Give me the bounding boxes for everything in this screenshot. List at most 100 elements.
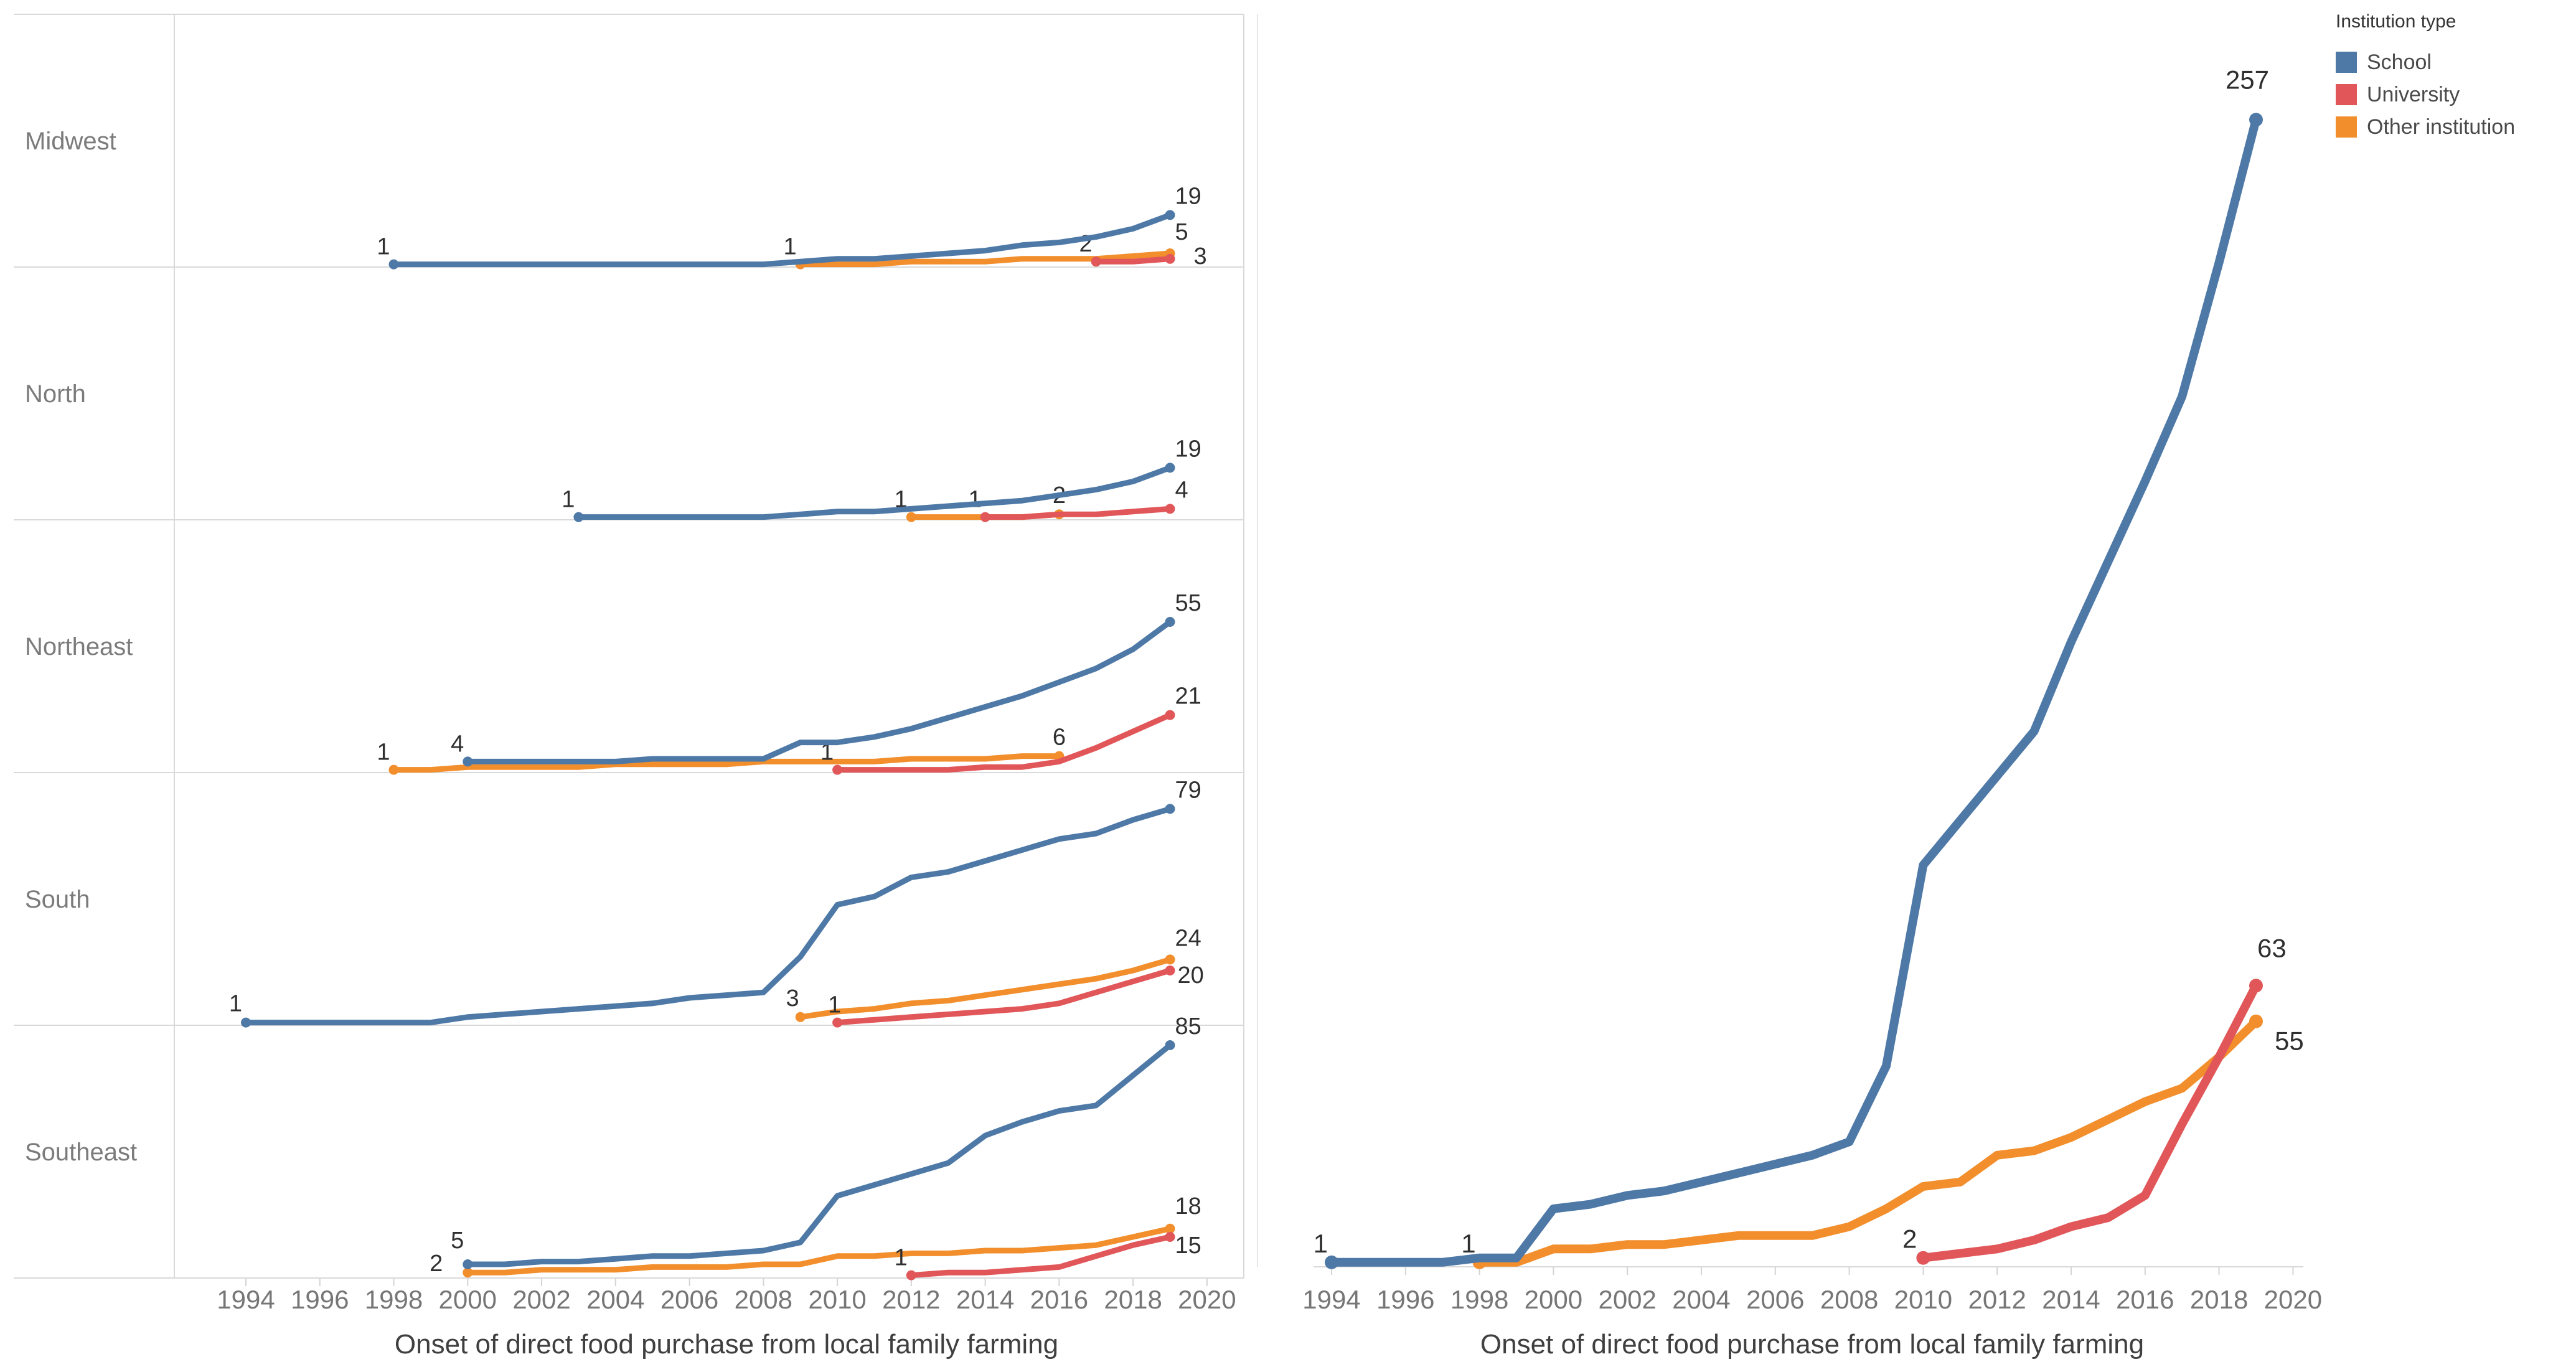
legend-item-label: Other institution [2367, 115, 2516, 139]
left-axis-title: Onset of direct food purchase from local… [395, 1329, 1058, 1360]
northeast-university-start-dot[interactable] [832, 764, 843, 775]
northeast-other-institution-line[interactable] [391, 753, 1062, 773]
southeast-other-institution-start-dot[interactable] [463, 1267, 473, 1278]
legend-item-university[interactable]: University [2336, 78, 2515, 111]
southeast-university-start-dot[interactable] [906, 1270, 916, 1280]
value-label: 1 [895, 487, 908, 513]
value-label: 1 [895, 1245, 908, 1271]
x-tick-label: 1996 [291, 1285, 349, 1314]
midwest-other-institution-line[interactable] [797, 250, 1173, 268]
legend-item-school[interactable]: School [2336, 46, 2515, 78]
south-university-end-dot[interactable] [1165, 966, 1175, 975]
southeast-other-institution-line[interactable] [464, 1226, 1173, 1276]
value-label: 21 [1175, 684, 1201, 710]
northeast-university-line[interactable] [834, 712, 1173, 773]
x-tick-label: 2006 [1746, 1285, 1804, 1314]
value-label: 55 [1175, 590, 1201, 616]
north-university-line[interactable] [982, 505, 1173, 520]
total-other-institution-end-dot[interactable] [2249, 1014, 2263, 1028]
x-tick-label: 2004 [1672, 1285, 1730, 1314]
north-school-start-dot[interactable] [573, 512, 584, 522]
value-label: 4 [451, 731, 464, 757]
south-other-institution-line[interactable] [797, 956, 1173, 1020]
x-tick-label: 2014 [956, 1285, 1014, 1314]
row-label-north: North [25, 380, 86, 408]
south-other-institution-end-dot[interactable] [1165, 954, 1175, 965]
midwest-school-end-dot[interactable] [1165, 210, 1175, 220]
value-label: 1 [828, 992, 841, 1018]
row-label-southeast: Southeast [25, 1139, 137, 1166]
value-label: 1 [562, 487, 575, 513]
university-swatch-icon [2336, 84, 2357, 105]
value-label: 1 [1314, 1229, 1328, 1258]
midwest-school-start-dot[interactable] [388, 259, 399, 270]
midwest-university-start-dot[interactable] [1091, 256, 1101, 267]
total-school-start-dot[interactable] [1325, 1255, 1338, 1269]
total-school-end-dot[interactable] [2249, 113, 2263, 127]
south-school-line[interactable] [243, 806, 1173, 1026]
x-tick-label: 2012 [1968, 1285, 2026, 1314]
midwest-university-end-dot[interactable] [1165, 253, 1175, 264]
x-tick-label: 2010 [1894, 1285, 1952, 1314]
northeast-other-institution-start-dot[interactable] [388, 764, 399, 775]
legend-item-label: School [2367, 50, 2432, 74]
south-school-start-dot[interactable] [241, 1017, 251, 1028]
x-tick-label: 2000 [1525, 1285, 1582, 1314]
southeast-school-start-dot[interactable] [463, 1259, 473, 1269]
right-axis-title: Onset of direct food purchase from local… [1480, 1329, 2144, 1360]
north-university-start-dot[interactable] [980, 512, 990, 522]
legend-item-other-institution[interactable]: Other institution [2336, 111, 2515, 143]
value-label: 1 [377, 234, 390, 260]
legend-title: Institution type [2336, 11, 2456, 32]
x-tick-label: 2018 [1104, 1285, 1162, 1314]
southeast-school-line[interactable] [464, 1042, 1173, 1267]
southeast-school-end-dot[interactable] [1165, 1040, 1175, 1050]
south-other-institution-start-dot[interactable] [795, 1012, 806, 1022]
x-tick-label: 1998 [1450, 1285, 1508, 1314]
x-tick-label: 2020 [2264, 1285, 2322, 1314]
x-tick-label: 1996 [1376, 1285, 1434, 1314]
south-university-line[interactable] [834, 967, 1173, 1026]
southeast-university-line[interactable] [908, 1234, 1173, 1279]
northeast-university-end-dot[interactable] [1165, 710, 1175, 720]
northeast-school-line[interactable] [464, 619, 1173, 764]
value-label: 1 [968, 487, 981, 513]
south-university-start-dot[interactable] [832, 1017, 843, 1028]
value-label: 2 [1902, 1224, 1917, 1254]
value-label: 18 [1175, 1193, 1201, 1219]
midwest-university-line[interactable] [1093, 256, 1173, 265]
value-label: 24 [1175, 925, 1201, 951]
x-tick-label: 2008 [1820, 1285, 1878, 1314]
value-label: 5 [451, 1228, 464, 1254]
legend-item-label: University [2367, 82, 2460, 106]
southeast-university-end-dot[interactable] [1165, 1232, 1175, 1242]
value-label: 5 [1175, 219, 1188, 245]
value-label: 6 [1053, 725, 1066, 751]
x-tick-label: 2008 [735, 1285, 792, 1314]
school-swatch-icon [2336, 52, 2357, 73]
northeast-school-end-dot[interactable] [1165, 617, 1175, 627]
total-university-line[interactable] [1919, 981, 2260, 1262]
value-label: 20 [1178, 962, 1204, 989]
x-tick-label: 2002 [512, 1285, 570, 1314]
total-school-line[interactable] [1327, 115, 2260, 1267]
northeast-school-start-dot[interactable] [463, 756, 473, 767]
north-university-end-dot[interactable] [1165, 504, 1175, 514]
value-label: 257 [2226, 65, 2269, 94]
total-university-end-dot[interactable] [2249, 979, 2263, 993]
southeast-other-institution-end-dot[interactable] [1165, 1223, 1175, 1234]
value-label: 1 [820, 740, 834, 766]
midwest-school-line[interactable] [391, 212, 1173, 268]
north-school-end-dot[interactable] [1165, 463, 1175, 473]
x-tick-label: 2014 [2042, 1285, 2100, 1314]
north-school-line[interactable] [575, 464, 1173, 520]
total-other-institution-line[interactable] [1475, 1017, 2260, 1267]
x-tick-label: 2012 [882, 1285, 940, 1314]
north-other-institution-start-dot[interactable] [906, 512, 916, 522]
south-school-end-dot[interactable] [1165, 804, 1175, 814]
row-label-south: South [25, 886, 90, 913]
total-university-start-dot[interactable] [1916, 1251, 1930, 1265]
value-label: 1 [229, 991, 242, 1017]
x-tick-label: 2002 [1598, 1285, 1656, 1314]
